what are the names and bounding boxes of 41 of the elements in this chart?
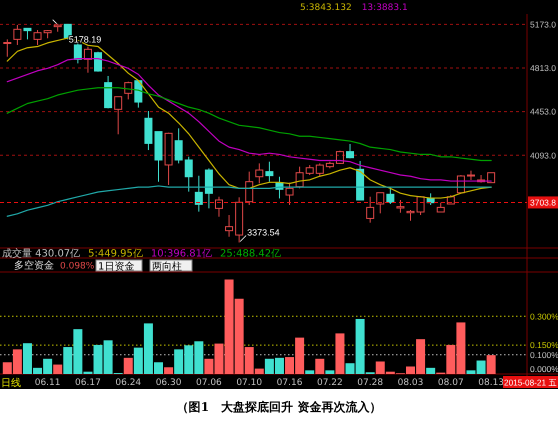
text: 2015-08-21 五 xyxy=(504,378,558,388)
candlestick xyxy=(84,46,92,74)
x-tick-label: 07.16 xyxy=(276,378,303,388)
x-tick-label: 06.17 xyxy=(75,378,101,388)
x-tick-label: 08.13 xyxy=(478,378,504,388)
x-tick-label: 07.06 xyxy=(196,378,222,388)
text: （图1 大盘探底回升 资金再次流入） xyxy=(176,400,382,414)
annotation: 3373.54 xyxy=(247,227,280,238)
text: 5:3843.132 xyxy=(300,3,352,13)
text: 10:396.81亿 xyxy=(150,248,212,260)
x-tick-label: 06.30 xyxy=(156,378,182,388)
text: 5:449.95亿 xyxy=(88,248,143,260)
candlestick xyxy=(184,156,193,192)
x-tick-label: 06.11 xyxy=(34,378,61,388)
ref-line-label: 3703.8 xyxy=(530,197,556,208)
y-tick-label: 4813.0 xyxy=(530,62,556,73)
y-tick-label: 4453.0 xyxy=(530,106,556,117)
candlestick xyxy=(346,143,354,158)
candlestick xyxy=(225,214,234,238)
x-tick-label: 07.28 xyxy=(357,378,384,388)
x-tick-label: 08.07 xyxy=(438,378,464,388)
text: 13:3883.1 xyxy=(362,3,408,13)
x-tick-label: 08.03 xyxy=(398,378,424,388)
y-tick-label: 4093.0 xyxy=(530,150,556,160)
text: 成交量 430.07亿 xyxy=(2,248,80,260)
candlestick xyxy=(265,161,274,182)
x-tick-label: 07.22 xyxy=(316,378,343,388)
candlestick xyxy=(235,196,244,243)
y-tick-label: 5173.0 xyxy=(530,19,556,30)
annotation: 1日资金 xyxy=(98,260,134,272)
candlestick xyxy=(194,175,203,212)
candlestick xyxy=(13,24,22,46)
annotation: 两向柱 xyxy=(152,260,182,272)
x-tick-label: 06.24 xyxy=(115,378,142,388)
candlestick xyxy=(214,196,223,218)
text: 0.098% xyxy=(60,262,95,272)
text: 25:488.42亿 xyxy=(220,248,282,260)
chart-title: 多空资金 xyxy=(14,260,54,272)
x-tick-label: 07.10 xyxy=(236,378,262,388)
candlestick xyxy=(164,132,173,186)
text: 日线 xyxy=(1,377,21,389)
